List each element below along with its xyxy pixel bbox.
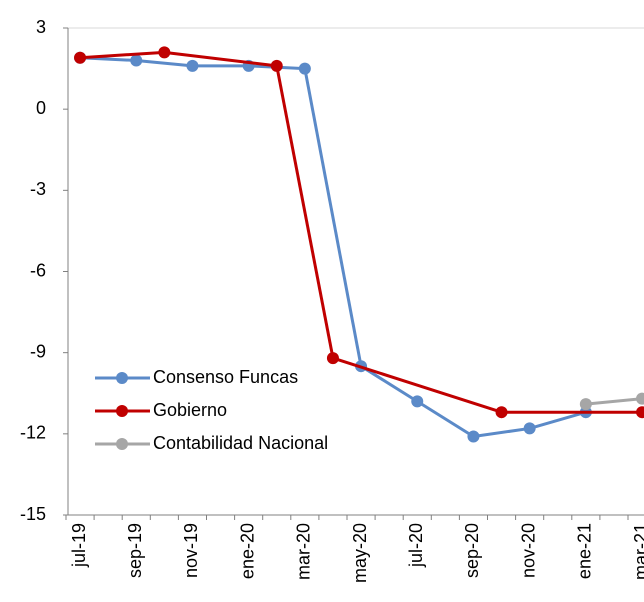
series-line [332,356,503,414]
series-point [467,430,480,443]
x-tick-label: jul-20 [406,523,426,568]
x-tick-label: ene-21 [575,523,595,579]
legend-label: Gobierno [153,400,227,420]
y-tick-label: -15 [20,504,46,524]
series-point [298,62,311,75]
legend-marker [116,405,128,417]
x-tick-label: ene-20 [237,523,257,579]
series-line [136,58,193,68]
series-line [360,364,419,403]
series-line [416,400,475,438]
x-tick-label: mar-20 [294,523,314,580]
series-point [158,46,171,59]
legend-marker [116,438,128,450]
series-line [529,410,587,430]
x-tick-label: sep-20 [462,523,482,578]
series-point [74,51,87,64]
x-tick-label: may-20 [350,523,370,583]
legend-marker [116,372,128,384]
series-line [303,68,363,367]
series-point [270,59,283,72]
y-tick-label: -3 [30,179,46,199]
series-line [79,50,165,60]
series-point [495,406,508,419]
y-tick-label: -12 [20,423,46,443]
series-point [130,54,143,67]
x-tick-label: sep-19 [125,523,145,578]
series-point [186,59,199,72]
y-tick-label: 3 [36,17,46,37]
series-line [585,397,643,406]
series-point [523,422,536,435]
x-tick-label: mar-21 [631,523,644,580]
series-line [473,426,530,439]
legend-label: Contabilidad Nacional [153,433,328,453]
series-line [275,65,335,359]
y-tick-label: -6 [30,260,46,280]
x-tick-label: jul-19 [69,523,89,568]
x-tick-label: nov-19 [181,523,201,578]
series-point [411,395,424,408]
series-line [164,50,277,68]
y-tick-label: -9 [30,341,46,361]
series-point [326,352,339,365]
series-point [636,392,644,405]
series-point [636,406,644,419]
legend-label: Consenso Funcas [153,367,298,387]
x-tick-label: nov-20 [518,523,538,578]
series-point [579,398,592,411]
y-tick-label: 0 [36,98,46,118]
